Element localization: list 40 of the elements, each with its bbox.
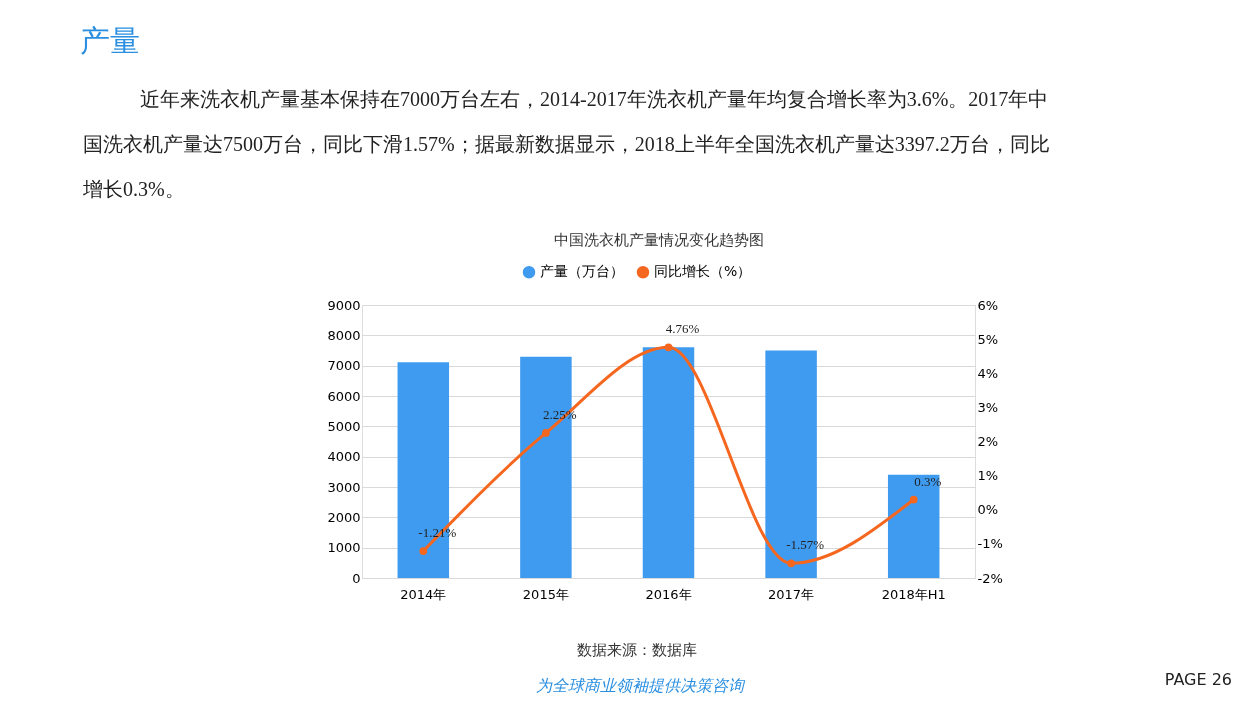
- y-tick-label: 0: [352, 570, 361, 586]
- text: 产量: [80, 23, 140, 58]
- y-tick-label: 1000: [327, 540, 361, 556]
- data-label: 4.76%: [665, 321, 700, 337]
- legend-label: 产量（万台）: [540, 263, 624, 280]
- y-tick-label: 2000: [327, 509, 361, 525]
- source-note: 数据来源：数据库: [577, 641, 697, 659]
- y-tick-label: 4000: [327, 449, 361, 465]
- legend-label: 同比增长（%）: [654, 263, 752, 280]
- y2-tick-label: 5%: [977, 331, 999, 347]
- x-tick-label: 2018年H1: [881, 586, 946, 602]
- y-tick-label: 5000: [327, 418, 361, 434]
- y2-tick-label: 3%: [977, 399, 999, 415]
- bar: [642, 347, 695, 578]
- y-tick-label: 7000: [327, 358, 361, 374]
- y2-tick-label: 1%: [977, 468, 999, 484]
- text: 近年来洗衣机产量基本保持在7000万台左右，2014-2017年洗衣机产量年均复合增长率为3.6%。2017年中国洗衣机产量达7500万台，同比下滑1.57%；据最新数据显示，2018上半年全国洗衣机产量达3397.2万台，同比增长0.3%。: [82, 88, 1050, 200]
- y2-tick-label: -2%: [977, 570, 1003, 586]
- x-tick-label: 2017年: [768, 586, 815, 602]
- bar: [887, 474, 940, 578]
- y2-tick-label: 2%: [977, 434, 999, 449]
- chart-title: 中国洗衣机产量情况变化趋势图: [553, 231, 764, 249]
- y2-tick-label: -1%: [977, 536, 1003, 552]
- point: [787, 559, 795, 568]
- x-tick-label: 2016年: [645, 586, 692, 602]
- y-tick-label: 3000: [327, 479, 361, 495]
- y2-tick-label: 0%: [977, 502, 999, 518]
- y2-tick-label: 6%: [977, 297, 999, 313]
- y-tick-label: 9000: [327, 297, 361, 313]
- x-tick-label: 2014年: [400, 586, 447, 602]
- x-tick-label: 2015年: [522, 586, 569, 602]
- y2-tick-label: 4%: [977, 365, 999, 381]
- y-tick-label: 8000: [327, 327, 361, 343]
- text: PAGE 26: [1164, 670, 1232, 689]
- y-tick-label: 6000: [327, 388, 361, 404]
- point: [909, 495, 918, 504]
- text: 为全球商业领袖提供决策咨询: [536, 676, 746, 695]
- point: [419, 547, 428, 555]
- point: [664, 343, 673, 352]
- point: [542, 429, 550, 437]
